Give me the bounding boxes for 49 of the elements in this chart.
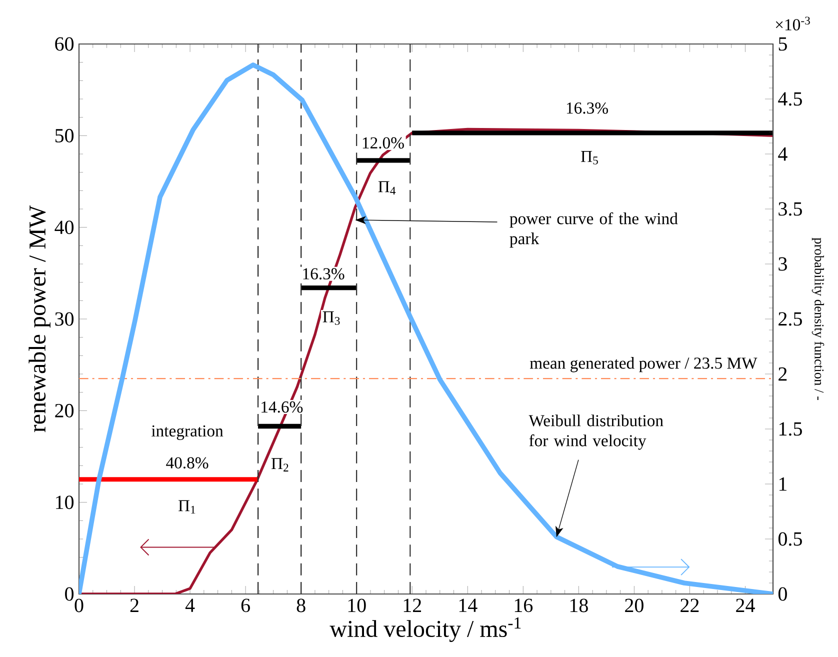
y2-tick-label: 4 — [778, 147, 788, 161]
y2-tick-label: 1 — [779, 477, 787, 491]
x-tick-label: 20 — [625, 598, 644, 612]
x-tick-label: 24 — [736, 598, 755, 612]
x-axis-title: wind velocity / ms$^{-1}$ — [330, 617, 521, 642]
annotation: Π$_{5}$ — [581, 150, 598, 164]
y2-tick-label: 0 — [778, 587, 787, 601]
annotation: 40.8% — [166, 457, 208, 469]
y-tick-label: 60 — [55, 37, 74, 51]
x-tick-label: 16 — [514, 598, 533, 612]
x-tick-label: 8 — [296, 598, 306, 612]
x-tick-label: 12 — [404, 598, 422, 612]
y-tick-label: 0 — [65, 587, 74, 601]
annotation: 16.3% — [566, 102, 608, 114]
annotation: Weibull distribution for wind velocity — [528, 414, 664, 450]
y-tick-label: 10 — [56, 496, 74, 510]
y2-tick-label: 1.5 — [779, 422, 802, 436]
ref-line-label: mean generated power / 23.5 MW — [530, 357, 758, 372]
annotation: power curve of the wind park — [510, 212, 678, 248]
y2-tick-label: 3 — [778, 257, 787, 271]
y-axis-title: renewable power / MW — [28, 205, 50, 432]
y2-tick-label: 0.5 — [778, 532, 802, 546]
y2-tick-label: 3.5 — [778, 202, 802, 216]
annotation: Π$_{3}$ — [322, 311, 340, 325]
x-tick-label: 18 — [570, 598, 588, 612]
y-tick-label: 30 — [55, 312, 74, 326]
annotation: 16.3% — [303, 268, 344, 280]
x-tick-label: 6 — [241, 598, 250, 612]
annotation: integration — [152, 425, 224, 440]
x-tick-label: 10 — [348, 598, 366, 612]
x-tick-label: 14 — [459, 598, 478, 612]
y2-tick-label: 2.5 — [778, 312, 802, 326]
x-tick-label: 0 — [74, 598, 84, 612]
annotation: Π$_{2}$ — [271, 458, 288, 472]
y2-tick-label: 2 — [778, 367, 787, 381]
annotation: Π$_{4}$ — [378, 181, 396, 195]
x-tick-label: 22 — [680, 598, 699, 612]
y-tick-label: 50 — [55, 128, 74, 142]
y-tick-label: 20 — [55, 404, 74, 418]
text: ×10$^{-3}$ — [776, 16, 810, 30]
x-tick-label: 2 — [130, 598, 138, 612]
x-tick-label: 4 — [185, 598, 195, 612]
y-tick-label: 40 — [54, 220, 74, 234]
y2-axis-title: probability density function / - — [812, 238, 824, 400]
annotation: 14.6% — [262, 401, 303, 413]
y2-tick-label: 5 — [778, 37, 787, 51]
annotation: Π$_{1}$ — [178, 500, 196, 514]
annotation: 12.0% — [362, 137, 404, 149]
y2-tick-label: 4.5 — [778, 92, 802, 106]
